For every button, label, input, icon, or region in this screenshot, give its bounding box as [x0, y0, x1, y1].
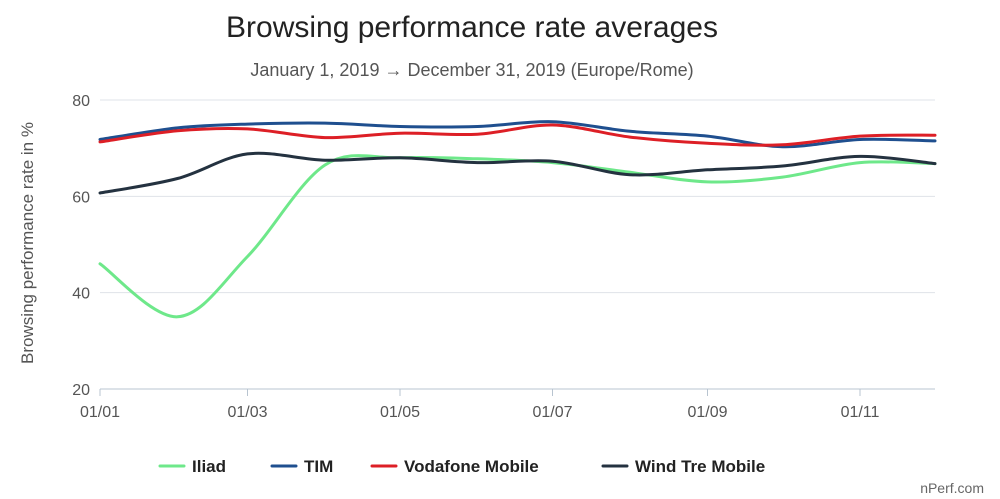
- legend-item-iliad[interactable]: Iliad: [158, 457, 226, 476]
- legend-label: Vodafone Mobile: [404, 457, 539, 476]
- y-tick-label: 40: [72, 286, 90, 303]
- x-tick-label: 01/09: [687, 404, 727, 421]
- y-tick-label: 80: [72, 93, 90, 110]
- legend-label: Wind Tre Mobile: [635, 457, 765, 476]
- x-tick-label: 01/01: [80, 404, 120, 421]
- x-tick-label: 01/03: [227, 404, 267, 421]
- legend: Iliad TIM Vodafone Mobile Wind Tre Mobile: [158, 457, 765, 476]
- x-axis-ticks: 01/01 01/03 01/05 01/07 01/09 01/11: [80, 389, 880, 421]
- chart-subtitle: January 1, 2019 → December 31, 2019 (Eur…: [250, 60, 693, 80]
- legend-label: Iliad: [192, 457, 226, 476]
- chart-title: Browsing performance rate averages: [226, 11, 718, 44]
- y-axis-ticks: 20 40 60 80: [72, 93, 90, 399]
- legend-item-tim[interactable]: TIM: [270, 457, 333, 476]
- x-tick-label: 01/05: [380, 404, 420, 421]
- series-line-iliad: [98, 154, 937, 319]
- y-tick-label: 60: [72, 189, 90, 206]
- series-line-tim: [98, 120, 937, 149]
- series-line-vodafone-mobile: [98, 123, 937, 147]
- series-line-wind-tre-mobile: [98, 151, 937, 195]
- legend-label: TIM: [304, 457, 333, 476]
- grid-lines: [100, 99, 935, 294]
- series-lines: [98, 120, 937, 319]
- x-tick-label: 01/07: [532, 404, 572, 421]
- x-tick-label: 01/11: [841, 404, 880, 421]
- y-tick-label: 20: [72, 382, 90, 399]
- legend-item-vodafone-mobile[interactable]: Vodafone Mobile: [370, 457, 539, 476]
- source-credit: nPerf.com: [920, 480, 984, 496]
- y-axis-label: Browsing performance rate in %: [18, 122, 37, 364]
- legend-item-wind-tre-mobile[interactable]: Wind Tre Mobile: [601, 457, 765, 476]
